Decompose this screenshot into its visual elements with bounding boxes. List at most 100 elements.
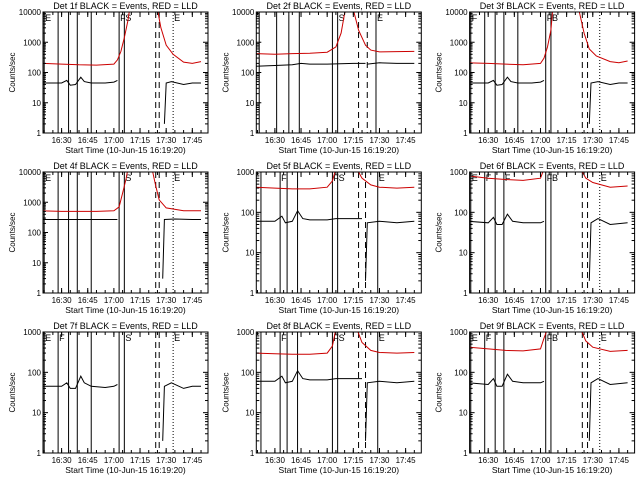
series-group: [469, 172, 628, 281]
flag-label: S: [125, 333, 131, 343]
flag-label: F: [59, 333, 65, 343]
flag-label: E: [45, 173, 51, 183]
flag-label: E: [174, 173, 180, 183]
y-tick-label: 1: [250, 289, 255, 298]
x-tick-label: 16:30: [52, 296, 73, 305]
lld-series-line: [256, 12, 346, 55]
y-tick-label: 10: [245, 409, 254, 418]
flag-label: F: [120, 13, 126, 23]
lld-series-line: [256, 172, 336, 190]
panel-title: Det 5f BLACK = Events, RED = LLD: [267, 161, 412, 171]
x-axis-label: Start Time (10-Jun-15 16:19:20): [65, 465, 186, 475]
y-tick-label: 1: [37, 289, 42, 298]
series-group: [256, 12, 415, 67]
x-tick-label: 17:00: [317, 136, 338, 145]
x-tick-label: 17:45: [609, 136, 630, 145]
y-axis-label: Counts/sec: [8, 372, 17, 412]
y-tick-label: 100: [28, 69, 42, 78]
x-tick-label: 16:30: [52, 456, 73, 465]
y-tick-label: 10: [245, 249, 254, 258]
series-group: [256, 172, 415, 281]
events-series-line: [43, 375, 118, 389]
x-tick-label: 17:00: [317, 296, 338, 305]
x-tick-label: 17:45: [396, 296, 417, 305]
y-tick-label: 1: [37, 449, 42, 458]
flag-label: E: [45, 13, 51, 23]
series-group: [43, 172, 201, 279]
flag-label: B: [552, 173, 558, 183]
y-tick-label: 1000: [237, 168, 255, 177]
x-axis-label: Start Time (10-Jun-15 16:19:20): [492, 305, 613, 315]
flag-label: S: [339, 13, 345, 23]
flag-label: E: [174, 333, 180, 343]
panel-title: Det 2f BLACK = Events, RED = LLD: [267, 1, 412, 11]
panel-title: Det 3f BLACK = Events, RED = LLD: [480, 1, 625, 11]
plot-frame: [42, 171, 209, 294]
flag-label: B: [552, 13, 558, 23]
flag-label: E: [472, 333, 478, 343]
lld-series-line: [43, 12, 130, 66]
y-tick-label: 10: [32, 409, 41, 418]
x-tick-label: 17:45: [609, 456, 630, 465]
x-tick-label: 17:00: [530, 136, 551, 145]
series-group: [469, 332, 628, 441]
y-tick-label: 1: [463, 289, 468, 298]
x-tick-label: 17:00: [104, 296, 125, 305]
flag-label: E: [174, 13, 180, 23]
flag-label: S: [125, 173, 131, 183]
y-tick-label: 1: [250, 449, 255, 458]
flag-label: E: [601, 173, 607, 183]
events-series-line: [588, 218, 628, 281]
x-axis-label: Start Time (10-Jun-15 16:19:20): [492, 465, 613, 475]
lld-series-line: [256, 332, 336, 355]
flag-label: S: [339, 173, 345, 183]
x-tick-label: 17:45: [182, 456, 203, 465]
flag-label: F: [486, 333, 492, 343]
x-tick-label: 16:45: [291, 136, 312, 145]
y-tick-label: 1000: [450, 38, 468, 47]
x-tick-label: 16:45: [504, 136, 525, 145]
y-tick-label: 10000: [445, 8, 468, 17]
x-tick-label: 17:15: [557, 136, 578, 145]
y-tick-label: 10000: [19, 168, 42, 177]
x-tick-label: 17:15: [343, 456, 364, 465]
y-axis-label: Counts/sec: [435, 212, 444, 252]
x-tick-label: 17:45: [182, 296, 203, 305]
series-group: [43, 12, 202, 124]
x-tick-label: 17:00: [530, 456, 551, 465]
events-series-line: [162, 382, 201, 441]
y-tick-label: 100: [454, 368, 468, 377]
y-tick-label: 1: [463, 129, 468, 138]
events-series-line: [163, 81, 201, 124]
y-axis-label: Counts/sec: [435, 372, 444, 412]
events-series-line: [365, 220, 415, 281]
y-axis-label: Counts/sec: [435, 52, 444, 92]
y-tick-label: 100: [241, 69, 255, 78]
series-group: [43, 375, 201, 441]
y-tick-label: 10: [245, 99, 254, 108]
y-axis-label: Counts/sec: [221, 372, 230, 412]
x-tick-label: 17:15: [343, 296, 364, 305]
flag-label: F: [505, 173, 511, 183]
x-tick-label: 17:15: [130, 456, 151, 465]
x-tick-label: 17:45: [396, 136, 417, 145]
x-tick-label: 16:30: [52, 136, 73, 145]
x-tick-label: 16:45: [78, 136, 99, 145]
lld-series-line: [469, 332, 547, 352]
y-tick-label: 1000: [450, 328, 468, 337]
x-axis-label: Start Time (10-Jun-15 16:19:20): [492, 145, 613, 155]
x-tick-label: 16:30: [265, 136, 286, 145]
x-tick-label: 17:45: [182, 136, 203, 145]
flag-label: E: [377, 13, 383, 23]
series-group: [256, 332, 415, 441]
lld-series-line: [581, 332, 628, 352]
y-tick-label: 1000: [450, 168, 468, 177]
y-axis-label: Counts/sec: [8, 212, 17, 252]
flag-label: E: [379, 173, 385, 183]
y-axis-label: Counts/sec: [221, 212, 230, 252]
x-tick-label: 17:30: [369, 456, 390, 465]
events-series-line: [256, 209, 362, 224]
y-tick-label: 1000: [23, 198, 41, 207]
